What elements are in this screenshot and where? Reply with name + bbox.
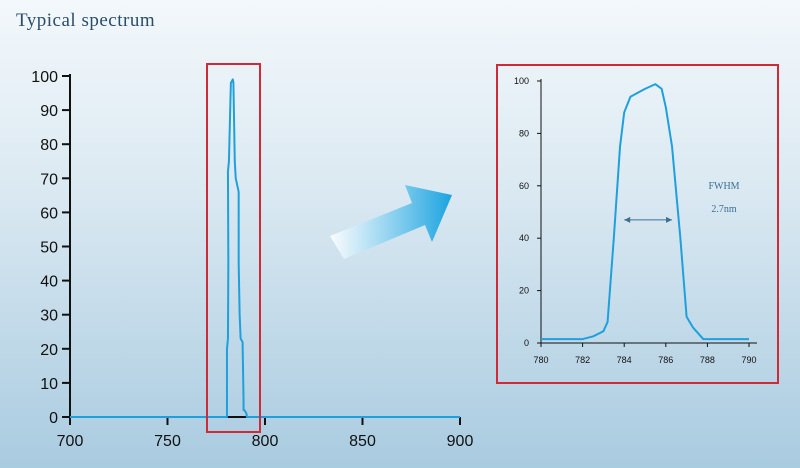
x-tick-label: 850 — [349, 433, 376, 450]
y-tick-label: 0 — [49, 410, 58, 427]
x-tick-label: 790 — [741, 355, 756, 365]
x-tick-label: 782 — [575, 355, 590, 365]
x-tick-label: 900 — [447, 433, 474, 450]
y-tick-label: 0 — [524, 338, 529, 348]
y-tick-label: 100 — [31, 69, 58, 86]
x-tick-label: 750 — [154, 433, 181, 450]
y-tick-label: 10 — [40, 376, 58, 393]
zoom-arrow-icon — [330, 185, 452, 259]
inset-frame — [496, 64, 779, 384]
y-tick-label: 60 — [40, 205, 58, 222]
y-tick-label: 80 — [40, 137, 58, 154]
y-tick-label: 50 — [40, 240, 58, 257]
y-tick-label: 40 — [40, 274, 58, 291]
x-tick-label: 780 — [533, 355, 548, 365]
x-tick-label: 700 — [57, 433, 84, 450]
highlight-box — [206, 63, 261, 433]
fwhm-value: 2.7nm — [711, 204, 737, 215]
y-tick-label: 100 — [514, 76, 529, 86]
y-tick-label: 30 — [40, 308, 58, 325]
y-tick-label: 40 — [519, 233, 529, 243]
y-tick-label: 20 — [519, 286, 529, 296]
inset-chart: 0 20 40 60 80 100 780 782 784 786 788 790 FWHM 2.7nm — [514, 76, 757, 365]
y-tick-label: 60 — [519, 181, 529, 191]
y-tick-label: 80 — [519, 128, 529, 138]
fwhm-label: FWHM — [708, 181, 739, 192]
spectrum-line — [541, 83, 749, 341]
main-chart: 0 10 20 30 40 50 60 70 80 90 100 700 750 800 850 900 — [31, 69, 473, 450]
x-tick-label: 784 — [617, 355, 632, 365]
x-tick-label: 788 — [700, 355, 715, 365]
spectrum-line — [70, 78, 460, 418]
chart-title: Typical spectrum — [16, 10, 156, 31]
x-tick-label: 800 — [252, 433, 279, 450]
y-tick-label: 90 — [40, 103, 58, 120]
x-tick-label: 786 — [658, 355, 673, 365]
y-tick-label: 70 — [40, 171, 58, 188]
y-tick-label: 20 — [40, 342, 58, 359]
